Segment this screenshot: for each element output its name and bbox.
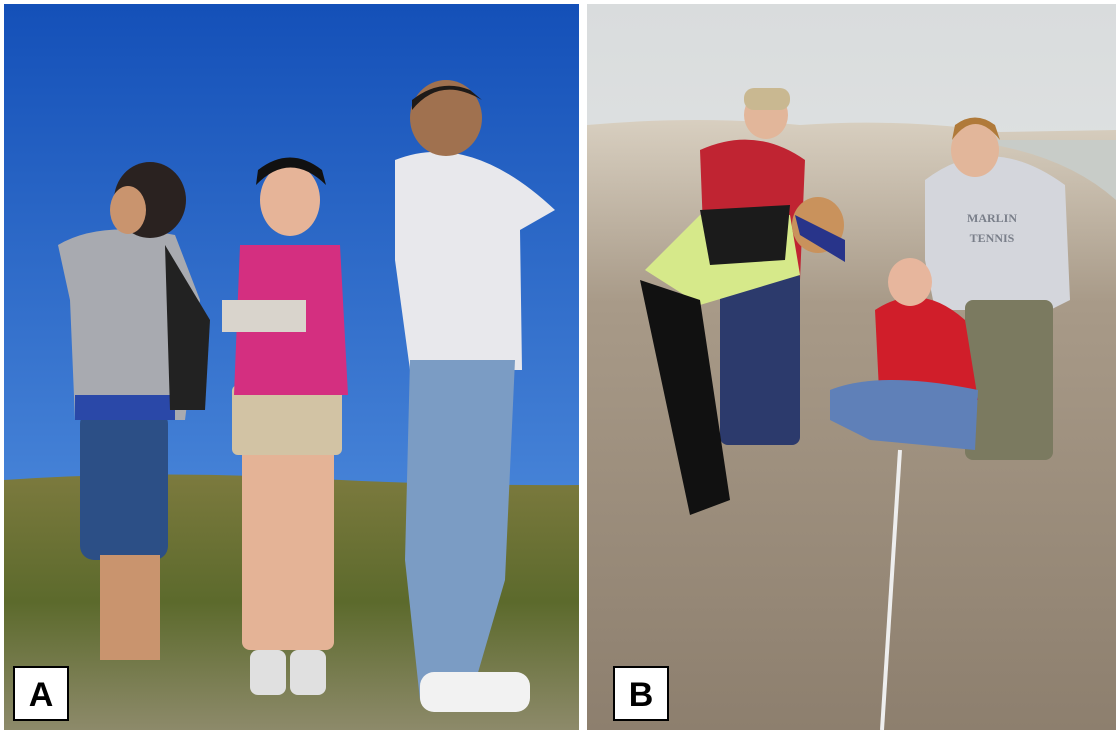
panel-label: B — [629, 676, 654, 714]
shirt-text: MARLIN — [967, 211, 1017, 225]
label-box — [613, 666, 669, 721]
photo-a — [4, 4, 579, 730]
panel-label: A — [29, 676, 54, 714]
shirt-text: TENNIS — [970, 231, 1015, 245]
photo-b: MARLIN TENNIS — [587, 4, 1116, 730]
label-box — [13, 666, 69, 721]
